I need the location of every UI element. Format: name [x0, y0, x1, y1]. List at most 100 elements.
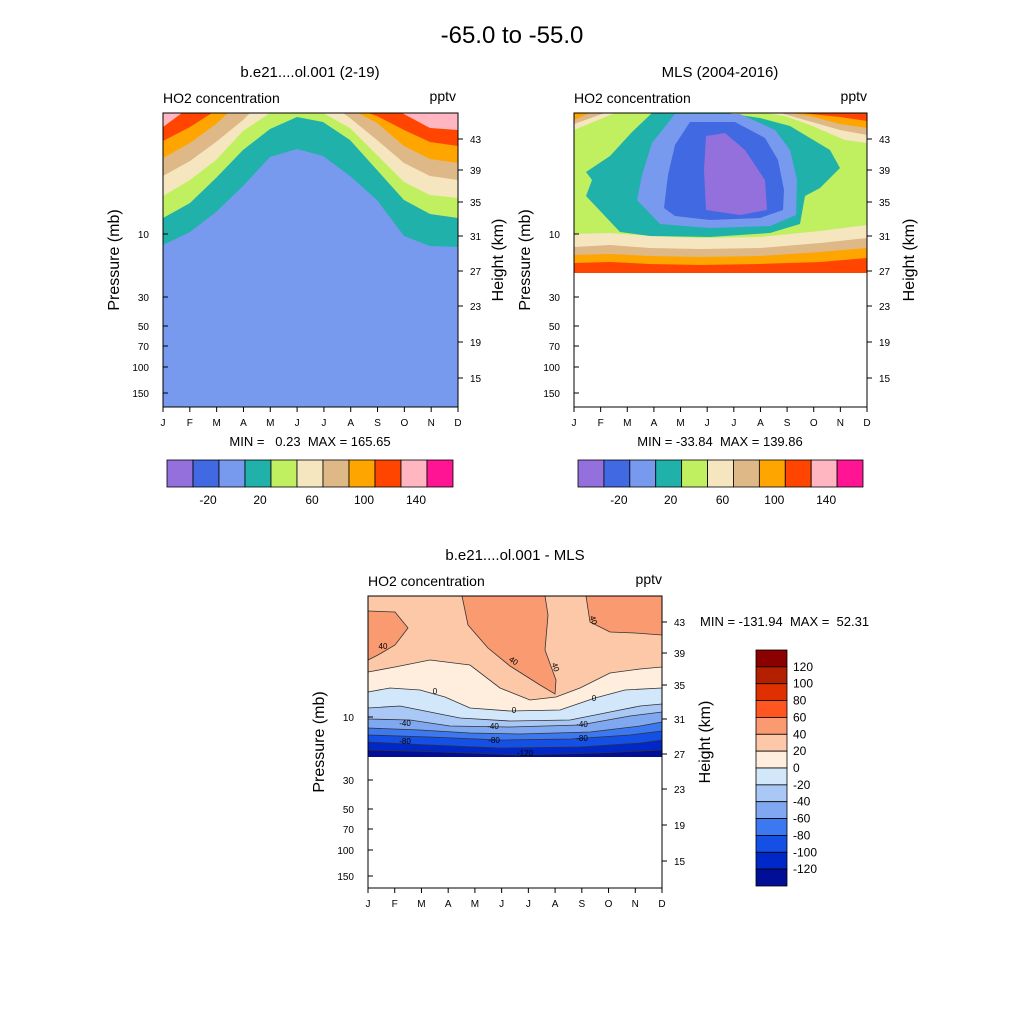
y-axes: 10 30 50 70 100 150 43 39 35 31 27 23 19 15	[337, 618, 685, 883]
x-tick-label: J	[526, 899, 531, 910]
x-tick-label: D	[454, 418, 461, 429]
contour-fill-area: 40 40 40 40 0 0 0 -40 -40 -40 -80 -80 -8…	[368, 596, 662, 758]
contour-label: 40	[379, 642, 388, 651]
colorbar-swatch	[707, 459, 734, 488]
x-tick-label: D	[863, 418, 870, 429]
pressure-tick-label: 150	[337, 872, 354, 883]
x-tick-label: J	[161, 418, 166, 429]
colorbar-label: -80	[793, 828, 811, 842]
pressure-tick-label: 70	[343, 825, 355, 836]
x-tick-label: D	[658, 899, 665, 910]
colorbar-vertical: 120 100 80 60 40 20 0 -20 -40 -60 -80 -100 -120	[755, 649, 817, 887]
field-label: HO2 concentration	[163, 90, 280, 106]
fill-level-40-60-mid	[462, 596, 556, 694]
colorbar-swatch	[755, 750, 788, 769]
colorbar-label: -100	[793, 845, 817, 859]
height-tick-label: 35	[674, 681, 686, 692]
fill-level-120	[163, 113, 458, 163]
contour-label: 0	[512, 706, 517, 715]
x-tick-label: S	[578, 899, 585, 910]
fill-level-40-60-left	[368, 611, 408, 660]
height-tick-label: 35	[470, 198, 482, 209]
x-tick-label: A	[651, 418, 658, 429]
x-tick-label: J	[366, 899, 371, 910]
panel-title: b.e21....ol.001 (2-19)	[240, 64, 379, 81]
height-tick-label: 23	[674, 785, 686, 796]
height-tick-label: 19	[470, 338, 482, 349]
min-max-label: MIN = 0.23 MAX = 165.65	[229, 434, 390, 449]
x-tick-label: J	[705, 418, 710, 429]
min-max-label: MIN = -33.84 MAX = 139.86	[637, 434, 802, 449]
colorbar-swatch	[400, 459, 428, 488]
contour-label: -80	[399, 737, 411, 746]
colorbar-swatch	[810, 459, 838, 488]
colorbar-swatch	[755, 767, 788, 786]
colorbar-swatch	[755, 784, 788, 803]
x-tick-label: O	[400, 418, 408, 429]
colorbar-swatch	[577, 459, 605, 488]
pressure-tick-label: 70	[138, 342, 150, 353]
contour-line	[368, 739, 662, 749]
y-axes: 10 30 50 70 100 150 43 39 35 31 27 23 19 15	[132, 135, 481, 400]
fill-level-120-top	[574, 113, 867, 121]
pressure-tick-label: 150	[132, 389, 149, 400]
x-tick-label: M	[212, 418, 220, 429]
height-tick-label: 39	[879, 166, 891, 177]
x-tick-label: F	[392, 899, 398, 910]
x-tick-label: N	[837, 418, 844, 429]
pressure-tick-label: 50	[549, 322, 561, 333]
field-label: HO2 concentration	[368, 573, 485, 589]
fill-level-below-neg120	[368, 750, 662, 757]
pressure-tick-label: 50	[343, 805, 355, 816]
panel-model: b.e21....ol.001 (2-19) HO2 concentration…	[106, 64, 507, 507]
height-tick-label: 39	[470, 166, 482, 177]
fill-level-100	[163, 113, 458, 180]
y-axis-label-left: Pressure (mb)	[311, 691, 328, 792]
x-tick-label: F	[187, 418, 193, 429]
x-tick-label: J	[572, 418, 577, 429]
pressure-tick-label: 10	[343, 713, 355, 724]
x-tick-label: M	[266, 418, 274, 429]
contour-lines	[368, 596, 662, 756]
colorbar-label: 20	[664, 493, 678, 507]
colorbar-swatch	[218, 459, 246, 488]
x-tick-label: N	[632, 899, 639, 910]
x-tick-label: A	[552, 899, 559, 910]
contour-line	[461, 596, 557, 695]
x-tick-label: J	[321, 418, 326, 429]
height-tick-label: 15	[674, 857, 686, 868]
contour-line	[368, 703, 662, 722]
colorbar-label: 20	[793, 744, 807, 758]
colorbar-swatch	[755, 835, 788, 853]
colorbar-label: -120	[793, 862, 817, 876]
contour-label: 40	[550, 661, 562, 673]
height-tick-label: 15	[470, 374, 482, 385]
panel-title: b.e21....ol.001 - MLS	[445, 547, 584, 564]
colorbar-swatch	[755, 683, 788, 701]
contour-label: -80	[576, 734, 588, 743]
y-axes: 10 30 50 70 100 150 43 39 35 31 27 23 19 15	[543, 135, 890, 400]
min-max-label: MIN = -131.94 MAX = 52.31	[700, 614, 869, 629]
panel-difference: b.e21....ol.001 - MLS HO2 concentration …	[311, 547, 869, 910]
fill-level-120-bottom	[574, 258, 867, 273]
x-tick-label: J	[499, 899, 504, 910]
units-label: pptv	[841, 88, 867, 104]
pressure-tick-label: 150	[543, 389, 560, 400]
contour-label: 0	[433, 687, 438, 696]
y-axis-label-right: Height (km)	[901, 219, 918, 302]
x-tick-label: A	[757, 418, 764, 429]
pressure-tick-label: 10	[138, 230, 150, 241]
colorbar-label: 80	[793, 694, 807, 708]
colorbar-swatch	[755, 851, 788, 870]
plot-frame	[367, 595, 663, 889]
colorbar-label: 0	[793, 761, 800, 775]
colorbar-swatch	[681, 459, 708, 488]
colorbar-swatch	[166, 459, 194, 488]
colorbar-label: 100	[354, 493, 374, 507]
height-tick-label: 27	[470, 267, 482, 278]
colorbar-label: 100	[793, 677, 813, 691]
height-tick-label: 31	[470, 232, 482, 243]
colorbar-label: 140	[406, 493, 426, 507]
